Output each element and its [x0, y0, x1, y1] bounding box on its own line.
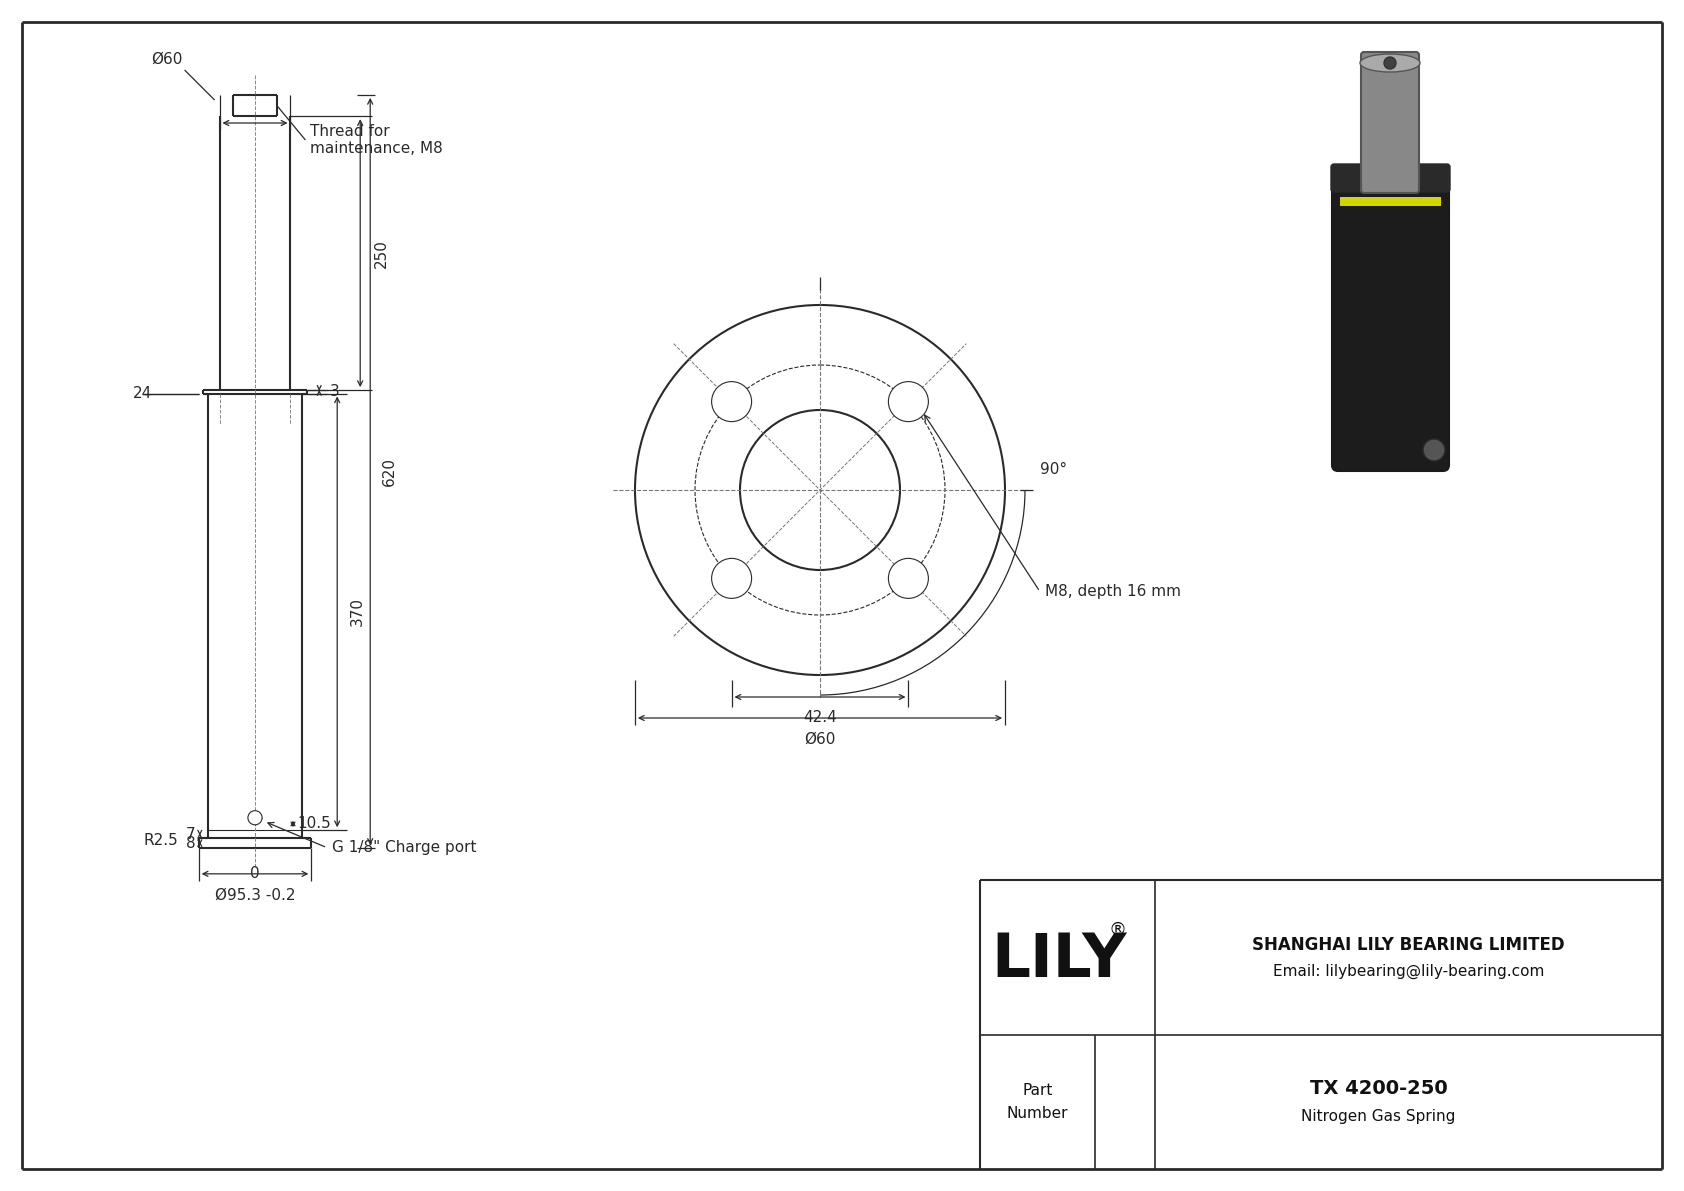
Text: M8, depth 16 mm: M8, depth 16 mm — [1046, 585, 1180, 599]
Text: 90°: 90° — [1041, 462, 1068, 478]
Text: Thread for
maintenance, M8: Thread for maintenance, M8 — [310, 124, 443, 156]
FancyBboxPatch shape — [1330, 164, 1450, 192]
Circle shape — [712, 381, 751, 422]
Text: Nitrogen Gas Spring: Nitrogen Gas Spring — [1302, 1109, 1455, 1123]
Circle shape — [1384, 57, 1396, 69]
Circle shape — [712, 559, 751, 598]
FancyBboxPatch shape — [1332, 169, 1448, 470]
Text: SHANGHAI LILY BEARING LIMITED: SHANGHAI LILY BEARING LIMITED — [1253, 936, 1564, 954]
Circle shape — [889, 559, 928, 598]
Text: 3: 3 — [330, 385, 340, 399]
Text: G 1/8" Charge port: G 1/8" Charge port — [332, 840, 477, 855]
Circle shape — [695, 364, 945, 615]
Text: TX 4200-250: TX 4200-250 — [1310, 1079, 1447, 1097]
Text: 250: 250 — [374, 238, 389, 268]
Circle shape — [635, 305, 1005, 675]
Text: 24: 24 — [133, 386, 152, 401]
Circle shape — [1423, 439, 1445, 461]
Text: Part
Number: Part Number — [1007, 1084, 1068, 1121]
Text: Ø60: Ø60 — [152, 52, 182, 67]
Text: 370: 370 — [350, 598, 365, 626]
Text: 10.5: 10.5 — [296, 817, 330, 831]
Text: 8: 8 — [187, 836, 195, 850]
Text: 42.4: 42.4 — [803, 710, 837, 725]
Ellipse shape — [1361, 54, 1420, 71]
Text: 620: 620 — [382, 457, 397, 486]
Text: Ø60: Ø60 — [805, 732, 835, 747]
Text: ®: ® — [1108, 921, 1127, 939]
Text: 7: 7 — [187, 827, 195, 842]
Circle shape — [739, 410, 899, 570]
Text: R2.5: R2.5 — [143, 833, 179, 848]
Circle shape — [248, 811, 263, 825]
Text: Email: lilybearing@lily-bearing.com: Email: lilybearing@lily-bearing.com — [1273, 964, 1544, 979]
Circle shape — [889, 381, 928, 422]
Text: LILY: LILY — [992, 931, 1127, 990]
Bar — [1340, 197, 1442, 206]
Text: Ø95.3 -0.2: Ø95.3 -0.2 — [216, 887, 295, 903]
Text: 0: 0 — [251, 866, 259, 881]
FancyBboxPatch shape — [1361, 52, 1420, 193]
